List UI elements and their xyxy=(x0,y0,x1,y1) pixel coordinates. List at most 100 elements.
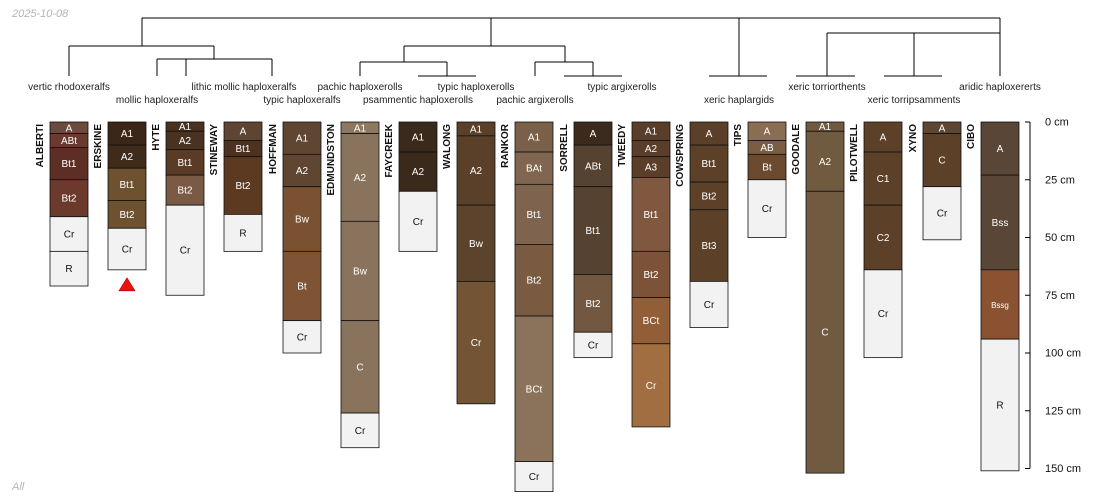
horizon-c1 xyxy=(863,151,903,206)
horizon-a2 xyxy=(456,135,496,206)
axis-tick-label: 0 cm xyxy=(1045,117,1069,129)
horizon-label: Cr xyxy=(355,426,366,437)
horizon-label: C xyxy=(821,328,828,339)
horizon-cr xyxy=(282,320,322,354)
horizon-label: Cr xyxy=(937,209,948,220)
horizon-label: A xyxy=(997,144,1004,155)
horizon-label: A2 xyxy=(819,157,832,168)
horizon-label: A1 xyxy=(179,122,192,133)
profile-tweedy: A1 A2 A3 Bt1 Bt2 BCt Cr TWEEDY xyxy=(617,121,671,428)
horizon-label: A1 xyxy=(296,134,309,145)
horizon-label: A xyxy=(764,127,771,138)
horizon-label: Bt2 xyxy=(701,191,716,202)
horizon-bssg xyxy=(980,269,1020,340)
taxon-label: xeric haplargids xyxy=(704,95,774,106)
horizon-label: A xyxy=(880,133,887,144)
profile-name: HYTE xyxy=(151,124,162,151)
horizon-label: A xyxy=(706,129,713,140)
horizon-a1 xyxy=(398,121,438,153)
taxon-label: pachic haploxerolls xyxy=(317,82,402,93)
profile-name: HOFFMAN xyxy=(268,124,279,174)
horizon-label: Bt1 xyxy=(235,144,250,155)
horizon-label: A1 xyxy=(819,122,832,133)
axis-tick-label: 125 cm xyxy=(1045,405,1081,417)
horizon-bt1 xyxy=(49,147,89,181)
horizon-label: Cr xyxy=(64,230,75,241)
profile-name: TWEEDY xyxy=(617,124,628,167)
horizon-label: A3 xyxy=(645,163,658,174)
horizon-label: A2 xyxy=(412,167,425,178)
profile-name: WALONG xyxy=(442,124,453,169)
horizon-cr xyxy=(573,331,613,359)
horizon-label: BCt xyxy=(643,316,660,327)
horizon-label: Cr xyxy=(122,245,133,256)
horizon-a2 xyxy=(282,153,322,188)
axis-tick-label: 50 cm xyxy=(1045,232,1075,244)
profile-name: SORRELL xyxy=(559,124,570,172)
taxon-label: vertic rhodoxeralfs xyxy=(28,82,110,93)
horizon-cr xyxy=(631,343,671,428)
horizon-label: Bt2 xyxy=(177,186,192,197)
horizon-label: A2 xyxy=(121,152,134,163)
horizon-label: Bt1 xyxy=(61,159,76,170)
horizon-label: Cr xyxy=(471,338,482,349)
profile-xyno: A C Cr XYNO xyxy=(908,121,962,241)
taxon-label: typic haploxerolls xyxy=(438,82,515,93)
profile-hyte: A1 A2 Bt1 Bt2 Cr HYTE xyxy=(151,121,205,296)
horizon-label: A2 xyxy=(179,136,192,147)
axis-tick-label: 75 cm xyxy=(1045,290,1075,302)
horizon-r xyxy=(223,213,263,252)
profile-name: ALBERTI xyxy=(35,124,46,168)
horizon-bw xyxy=(456,204,496,282)
horizon-cr xyxy=(689,280,729,328)
profile-tips: A AB Bt Cr TIPS xyxy=(733,121,787,238)
horizon-a xyxy=(980,121,1020,176)
horizon-cr xyxy=(747,179,787,238)
horizon-label: A2 xyxy=(296,166,309,177)
horizon-label: A xyxy=(240,127,247,138)
horizon-bt3 xyxy=(689,209,729,282)
horizon-bt2 xyxy=(107,200,147,229)
horizon-bt xyxy=(747,153,787,181)
horizon-label: Bt xyxy=(762,163,772,174)
horizon-c xyxy=(805,190,845,474)
horizon-cr xyxy=(107,227,147,271)
horizon-bt1 xyxy=(689,144,729,183)
profile-name: STINEWAY xyxy=(209,124,220,176)
horizon-label: Bt1 xyxy=(643,210,658,221)
dendrogram xyxy=(68,17,1001,77)
horizon-cr xyxy=(514,461,554,493)
axis-tick-label: 150 cm xyxy=(1045,463,1081,475)
horizon-label: A2 xyxy=(354,173,367,184)
taxon-label: typic argixerolls xyxy=(588,82,657,93)
horizon-label: ABt xyxy=(585,161,601,172)
horizon-abt xyxy=(573,144,613,188)
horizon-label: A1 xyxy=(528,133,541,144)
horizon-label: Bssg xyxy=(991,301,1009,310)
taxon-label: psammentic haploxerolls xyxy=(363,95,473,106)
horizon-label: Cr xyxy=(529,472,540,483)
profile-goodale: A1 A2 C GOODALE xyxy=(791,121,845,474)
profile-erskine: A1 A2 Bt1 Bt2 Cr ERSKINE xyxy=(93,121,147,271)
profile-name: ERSKINE xyxy=(93,124,104,169)
taxon-label: aridic haploxererts xyxy=(959,82,1041,93)
depth-axis: 0 cm 25 cm 50 cm 75 cm 100 cm 125 cm 150 cm xyxy=(1025,117,1081,475)
horizon-bt1 xyxy=(165,149,205,176)
profile-name: PILOTWELL xyxy=(849,124,860,182)
horizon-label: C xyxy=(356,362,363,373)
horizon-label: Cr xyxy=(646,381,657,392)
horizon-label: Bt2 xyxy=(119,210,134,221)
axis-tick-label: 25 cm xyxy=(1045,174,1075,186)
horizon-bt2 xyxy=(49,179,89,218)
horizon-label: Cr xyxy=(588,340,599,351)
taxon-label: xeric torriorthents xyxy=(788,82,865,93)
profile-hoffman: A1 A2 Bw Bt Cr HOFFMAN xyxy=(268,121,322,354)
horizon-bt2 xyxy=(223,156,263,215)
profile-cowspring: A Bt1 Bt2 Bt3 Cr COWSPRING xyxy=(675,121,729,328)
taxon-label: xeric torripsamments xyxy=(868,95,961,106)
horizon-c xyxy=(922,133,962,188)
horizon-bt2 xyxy=(631,250,671,298)
profile-pilotwell: A C1 C2 Cr PILOTWELL xyxy=(849,121,903,359)
horizon-bt1 xyxy=(107,167,147,201)
horizon-label: Cr xyxy=(878,309,889,320)
